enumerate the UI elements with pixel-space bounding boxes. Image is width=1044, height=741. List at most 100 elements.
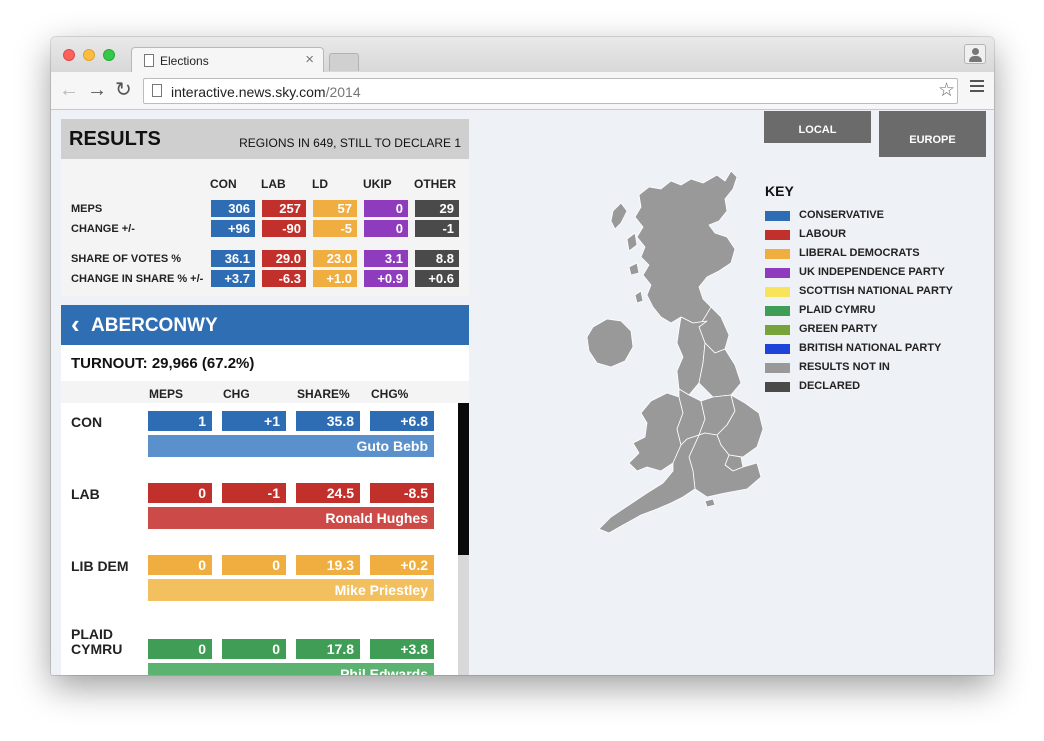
close-window-button[interactable] [63,49,75,61]
table-cell: +6.8 [370,411,434,431]
key-item: RESULTS NOT IN [765,359,890,378]
table-cell: -1 [415,220,459,237]
table-cell: +0.9 [364,270,408,287]
table-cell: -1 [222,483,286,503]
key-swatch [765,249,790,259]
results-header: RESULTS REGIONS IN 649, STILL TO DECLARE… [61,119,469,159]
table-cell: +3.7 [211,270,255,287]
key-swatch [765,287,790,297]
party-label: PLAID CYMRU [71,626,123,657]
candidate-name: Guto Bebb [148,435,434,457]
map-region-north-west [676,316,708,396]
reload-button[interactable]: ↻ [115,79,132,101]
table-cell: +1.0 [313,270,357,287]
key-item: PLAID CYMRU [765,302,875,321]
page-icon [152,84,162,97]
regions-status: REGIONS IN 649, STILL TO DECLARE 1 [239,136,461,150]
results-title: RESULTS [69,128,161,150]
key-label: CONSERVATIVE [799,209,884,221]
key-item: BRITISH NATIONAL PARTY [765,340,941,359]
table-cell: 29.0 [262,250,306,267]
key-label: LIBERAL DEMOCRATS [799,247,920,259]
table-cell: 24.5 [296,483,360,503]
key-swatch [765,268,790,278]
col-header-share: SHARE% [297,387,350,401]
key-swatch [765,382,790,392]
table-cell: +0.2 [370,555,434,575]
map-region-scotland [634,170,738,324]
table-cell: 0 [364,220,408,237]
party-label: LAB [71,486,100,502]
col-header-ld: LD [312,177,328,191]
col-header-con: CON [210,177,237,191]
key-label: GREEN PARTY [799,323,878,335]
table-cell: -8.5 [370,483,434,503]
key-item: GREEN PARTY [765,321,878,340]
map-region-south-west [598,434,700,534]
browser-tab[interactable]: Elections × [131,47,324,73]
row-label: CHANGE +/- [71,223,135,235]
minimize-window-button[interactable] [83,49,95,61]
user-icon [972,48,979,55]
address-bar[interactable]: interactive.news.sky.com/2014 ☆ [143,78,958,104]
key-item: DECLARED [765,378,860,397]
table-cell: -90 [262,220,306,237]
star-icon[interactable]: ☆ [937,80,955,101]
turnout-text: TURNOUT: 29,966 (67.2%) [71,355,255,372]
key-swatch [765,306,790,316]
browser-window: Elections × ← → ↻ interactive.news.sky.c… [51,37,994,675]
zoom-window-button[interactable] [103,49,115,61]
tab-title: Elections [160,54,209,68]
key-label: RESULTS NOT IN [799,361,890,373]
browser-toolbar: ← → ↻ interactive.news.sky.com/2014 ☆ [51,72,994,110]
key-swatch [765,230,790,240]
key-title: KEY [765,183,794,199]
key-label: DECLARED [799,380,861,392]
url-text[interactable]: interactive.news.sky.com/2014 [171,84,361,100]
local-button[interactable]: LOCAL [764,111,871,143]
candidate-name: Phil Edwards [148,663,434,675]
hamburger-icon[interactable] [970,80,984,95]
turnout-row: TURNOUT: 29,966 (67.2%) [61,345,469,381]
europe-button[interactable]: EUROPE [879,111,986,157]
table-cell: 23.0 [313,250,357,267]
key-item: LABOUR [765,226,846,245]
table-cell: 29 [415,200,459,217]
key-label: BRITISH NATIONAL PARTY [799,342,942,354]
user-profile-button[interactable] [964,44,986,64]
tab-strip: Elections × [51,37,994,73]
map-region-skye [626,232,638,252]
map-region-islay [634,290,644,304]
uk-map[interactable] [521,167,791,647]
national-summary-table: CON LAB LD UKIP OTHER MEPS 306 257 57 0 … [61,159,469,296]
table-cell: 36.1 [211,250,255,267]
key-item: SCOTTISH NATIONAL PARTY [765,283,953,302]
table-cell: 0 [364,200,408,217]
close-tab-icon[interactable]: × [305,51,314,68]
key-item: UK INDEPENDENCE PARTY [765,264,945,283]
party-label: CON [71,414,103,430]
constituency-header[interactable]: ‹ ABERCONWY [61,305,469,345]
map-region-yorkshire [698,342,742,398]
forward-button[interactable]: → [87,79,107,101]
table-cell: 0 [148,555,212,575]
table-cell: 8.8 [415,250,459,267]
col-header-chg: CHG [223,387,250,401]
key-swatch [765,325,790,335]
party-label: LIB DEM [71,558,129,574]
table-cell: 17.8 [296,639,360,659]
scrollbar-thumb[interactable] [458,403,469,555]
row-label: CHANGE IN SHARE % +/- [71,273,204,285]
back-button[interactable]: ← [59,79,79,101]
table-cell: 0 [148,483,212,503]
page-icon [144,54,154,67]
table-cell: 0 [222,639,286,659]
map-region-isle-of-wight [704,498,716,508]
candidate-name: Ronald Hughes [148,507,434,529]
chevron-left-icon[interactable]: ‹ [71,309,80,339]
table-cell: 0 [222,555,286,575]
new-tab-button[interactable] [329,53,359,71]
key-item: LIBERAL DEMOCRATS [765,245,920,264]
candidate-list: CON 1 +1 35.8 +6.8 Guto Bebb LAB 0 -1 24… [61,403,469,675]
table-cell: 35.8 [296,411,360,431]
